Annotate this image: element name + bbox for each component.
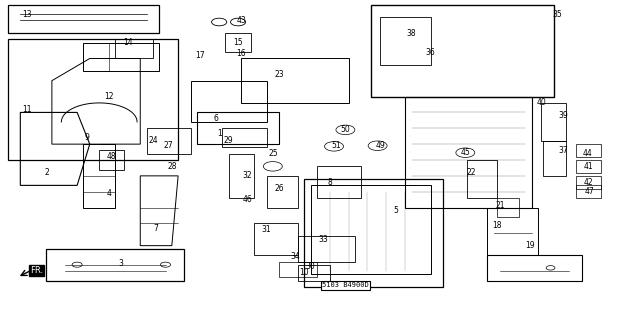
Text: 9: 9 [84, 133, 89, 142]
Text: 39: 39 [559, 111, 568, 120]
Text: 18: 18 [492, 220, 501, 229]
Text: 4: 4 [107, 189, 111, 198]
Text: 31: 31 [262, 225, 271, 234]
Text: 21: 21 [495, 202, 505, 211]
Text: 50: 50 [340, 125, 350, 134]
Text: 17: 17 [195, 51, 205, 60]
Text: 47: 47 [585, 187, 595, 196]
Text: 1: 1 [217, 129, 221, 138]
Text: 36: 36 [426, 48, 436, 57]
Text: 13: 13 [22, 10, 32, 19]
Text: FR.: FR. [30, 266, 43, 275]
Text: 16: 16 [236, 49, 246, 58]
Text: 27: 27 [164, 141, 174, 150]
Text: 23: 23 [275, 70, 284, 79]
Text: 19: 19 [526, 241, 535, 250]
Text: 42: 42 [584, 178, 593, 187]
Text: 32: 32 [243, 172, 252, 180]
Text: 29: 29 [224, 136, 233, 146]
Text: 6: 6 [214, 114, 219, 123]
Text: 10: 10 [299, 268, 309, 277]
Text: 25: 25 [268, 149, 278, 158]
Text: 51: 51 [331, 141, 340, 150]
Text: 7: 7 [153, 224, 158, 233]
Text: 38: 38 [407, 28, 417, 38]
Text: 46: 46 [243, 195, 252, 204]
Text: 35: 35 [552, 10, 562, 19]
Text: 43: 43 [236, 16, 246, 25]
Text: 30: 30 [306, 262, 316, 271]
Text: 45: 45 [460, 148, 470, 156]
Text: 28: 28 [167, 162, 176, 171]
Text: 5: 5 [394, 206, 398, 215]
Text: 14: 14 [123, 38, 133, 47]
Text: 15: 15 [233, 38, 243, 47]
Text: 34: 34 [290, 252, 300, 261]
Text: 5103 B4900D: 5103 B4900D [322, 282, 369, 288]
Text: 40: 40 [536, 99, 546, 108]
Text: 2: 2 [44, 168, 49, 177]
Text: 44: 44 [582, 149, 592, 158]
Text: 22: 22 [467, 168, 476, 177]
Text: 8: 8 [327, 178, 332, 187]
Text: 24: 24 [148, 136, 158, 146]
Text: 3: 3 [119, 259, 124, 268]
Text: 49: 49 [375, 141, 385, 150]
Text: 33: 33 [318, 235, 328, 244]
Text: 26: 26 [275, 184, 284, 193]
Text: 48: 48 [107, 152, 117, 161]
Text: 12: 12 [104, 92, 113, 101]
Text: 37: 37 [559, 146, 568, 155]
Text: 41: 41 [584, 162, 593, 171]
Text: 11: 11 [22, 105, 32, 114]
